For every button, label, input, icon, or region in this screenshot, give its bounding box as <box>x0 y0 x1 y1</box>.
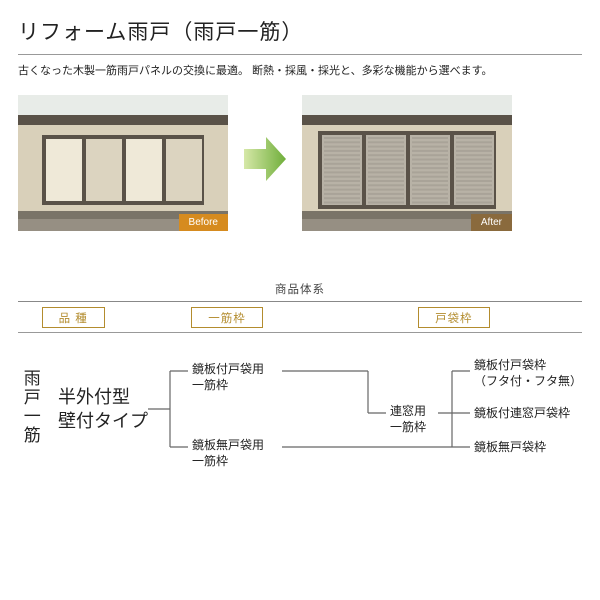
cat-hitosujiwaku: 一筋枠 <box>191 307 263 328</box>
category-row: 品 種 一筋枠 戸袋枠 <box>18 307 582 328</box>
table-header: 商品体系 <box>18 281 582 297</box>
arrow-icon <box>244 135 286 183</box>
mid-kagamiita-ari: 鏡板付戸袋用 一筋枠 <box>192 361 264 393</box>
before-photo-box: Before <box>18 95 228 231</box>
root-side-label: 雨戸一筋 <box>20 369 39 445</box>
product-tree: 雨戸一筋 半外付型 壁付タイプ 鏡板付戸袋用 一筋枠 鏡板無戸袋用 一筋枠 連窓… <box>18 349 582 489</box>
description: 古くなった木製一筋雨戸パネルの交換に最適。 断熱・採風・採光と、多彩な機能から選… <box>18 63 582 81</box>
after-photo <box>302 95 512 231</box>
leaf-kagamiita-nashi: 鏡板無戸袋枠 <box>474 439 546 455</box>
after-badge: After <box>471 214 512 231</box>
cat-product: 品 種 <box>42 307 105 328</box>
leaf-kagamiita-renso: 鏡板付連窓戸袋枠 <box>474 405 570 421</box>
before-badge: Before <box>179 214 228 231</box>
table-rule-top <box>18 301 582 303</box>
page-title: リフォーム雨戸（雨戸一筋） <box>18 16 582 46</box>
root-main: 半外付型 壁付タイプ <box>58 385 148 434</box>
mid-renso: 連窓用 一筋枠 <box>390 403 426 435</box>
mid-kagamiita-nashi: 鏡板無戸袋用 一筋枠 <box>192 437 264 469</box>
cat-tobukurowaku: 戸袋枠 <box>418 307 490 328</box>
leaf-kagamiita-tobukuro: 鏡板付戸袋枠 （フタ付・フタ無） <box>474 357 582 389</box>
table-rule-bottom <box>18 332 582 333</box>
after-photo-box: After <box>302 95 512 231</box>
before-photo <box>18 95 228 231</box>
title-rule <box>18 54 582 55</box>
